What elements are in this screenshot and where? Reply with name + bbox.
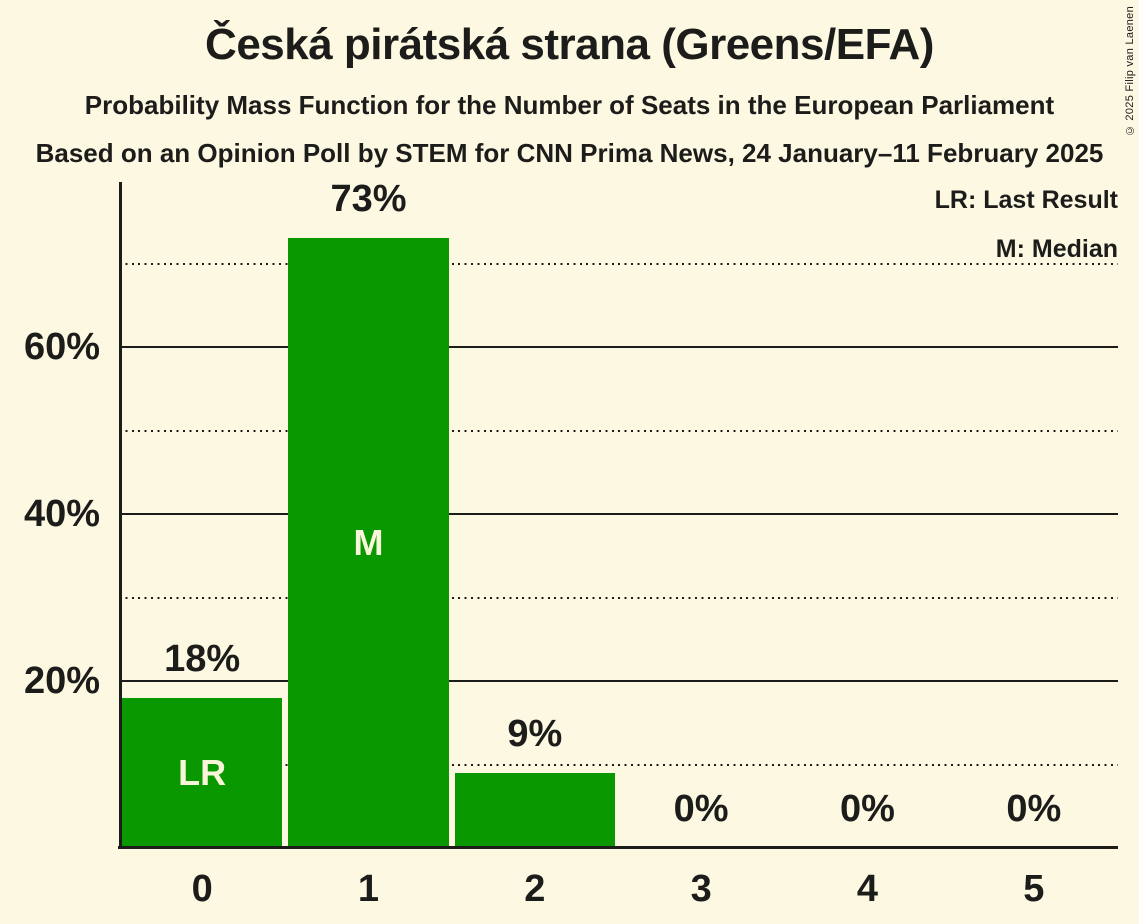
page-title: Česká pirátská strana (Greens/EFA) bbox=[205, 20, 934, 69]
x-tick-label: 2 bbox=[524, 868, 546, 910]
bar-seat-1 bbox=[288, 238, 449, 848]
bar-annotation-m: M bbox=[353, 522, 384, 564]
x-axis-line bbox=[118, 846, 1118, 849]
gridline-solid bbox=[119, 346, 1118, 348]
bar-seat-0 bbox=[122, 697, 283, 848]
legend-last-result: LR: Last Result bbox=[934, 186, 1118, 214]
gridline-dotted bbox=[119, 596, 1118, 599]
gridline-dotted bbox=[119, 763, 1118, 766]
bar-value-label: 9% bbox=[507, 712, 563, 755]
y-tick-label: 20% bbox=[23, 660, 100, 702]
gridline-solid bbox=[119, 513, 1118, 515]
x-tick-label: 0 bbox=[191, 868, 213, 910]
x-tick-label: 4 bbox=[856, 868, 879, 910]
gridline-dotted bbox=[119, 262, 1118, 265]
x-tick-label: 5 bbox=[1023, 868, 1045, 910]
y-tick-label: 40% bbox=[23, 493, 100, 535]
y-tick-label: 60% bbox=[23, 326, 100, 368]
bar-value-label: 0% bbox=[1006, 788, 1062, 830]
x-tick-label: 3 bbox=[690, 868, 712, 910]
gridline-solid bbox=[119, 680, 1118, 682]
bar-value-label: 0% bbox=[673, 788, 729, 830]
gridline-dotted bbox=[119, 429, 1118, 432]
chart-source-line: Based on an Opinion Poll by STEM for CNN… bbox=[35, 138, 1104, 168]
copyright-notice: © 2025 Filip van Laenen bbox=[1124, 6, 1136, 137]
bar-annotation-lr: LR bbox=[178, 751, 227, 793]
bar-value-label: 73% bbox=[330, 178, 407, 221]
legend-median: M: Median bbox=[995, 235, 1118, 263]
chart-subtitle: Probability Mass Function for the Number… bbox=[84, 90, 1055, 120]
bar-value-label: 18% bbox=[164, 637, 241, 680]
x-tick-label: 1 bbox=[357, 868, 380, 910]
bar-seat-2 bbox=[454, 772, 615, 848]
bar-value-label: 0% bbox=[840, 788, 895, 830]
y-axis-line bbox=[118, 182, 122, 848]
